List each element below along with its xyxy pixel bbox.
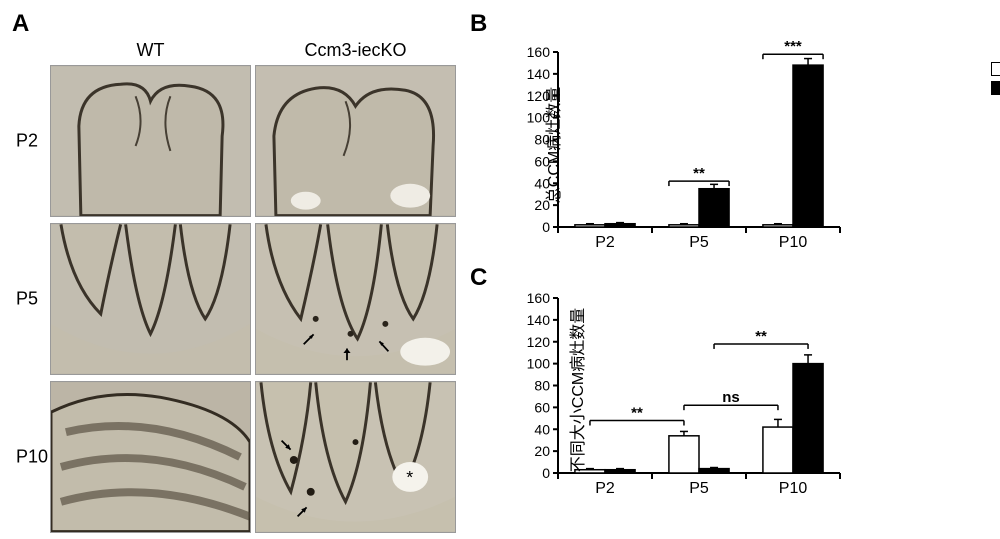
asterisk-marker: *	[406, 467, 413, 487]
panel-b: B 总CCM病灶数量 020406080100120140160P2P5P10*…	[470, 10, 990, 264]
svg-text:P2: P2	[595, 234, 615, 251]
micrograph-grid: WT Ccm3-iecKO P2	[48, 40, 458, 539]
legend-item: Ccm3-iecKO	[991, 79, 1000, 96]
svg-text:P5: P5	[689, 480, 709, 497]
svg-text:**: **	[631, 404, 643, 421]
micrograph-row-p10: P10 *	[48, 381, 458, 533]
micrograph-p2-ko	[255, 65, 456, 217]
legend-item: WT	[991, 60, 1000, 77]
micrograph-p10-ko: *	[255, 381, 456, 533]
row-label-p10: P10	[16, 447, 48, 468]
arrow-icon	[338, 344, 356, 362]
svg-text:20: 20	[534, 443, 550, 459]
arrow-icon	[294, 502, 312, 520]
svg-text:120: 120	[527, 333, 551, 349]
svg-text:140: 140	[527, 311, 551, 327]
svg-text:140: 140	[527, 66, 551, 82]
arrow-icon	[278, 437, 296, 455]
row-label-p2: P2	[16, 131, 38, 152]
svg-text:160: 160	[527, 290, 551, 306]
micrograph-row-p5: P5	[48, 223, 458, 375]
panel-c-label: C	[470, 264, 487, 292]
col-header-ko: Ccm3-iecKO	[256, 40, 456, 61]
micrograph-p2-wt	[50, 65, 251, 217]
col-header-wt: WT	[51, 40, 251, 61]
legend-swatch	[991, 62, 1000, 76]
svg-text:***: ***	[784, 38, 802, 55]
svg-text:ns: ns	[722, 389, 740, 406]
chart-b-ylabel: 总CCM病灶数量	[540, 86, 564, 202]
svg-text:40: 40	[534, 421, 550, 437]
svg-text:**: **	[755, 327, 767, 344]
svg-text:P5: P5	[689, 234, 709, 251]
arrow-icon	[301, 329, 319, 347]
micrograph-row-p2: P2	[48, 65, 458, 217]
micrograph-col-headers: WT Ccm3-iecKO	[48, 40, 458, 61]
svg-text:P2: P2	[595, 480, 615, 497]
chart-c-svg: 0 20 40 60 80 100 120 140 160 P2 P5 P10 ** ns **	[510, 278, 850, 503]
panel-c: C 不同大小CCM病灶数量 0 20 40 60 80 100 120 140 160 P2 P5 P…	[470, 264, 990, 518]
svg-text:0: 0	[542, 219, 550, 235]
panel-a-label: A	[12, 10, 29, 38]
panel-a: A WT Ccm3-iecKO P2	[10, 10, 470, 517]
svg-text:160: 160	[527, 44, 551, 60]
svg-text:0: 0	[542, 465, 550, 481]
svg-text:80: 80	[534, 377, 550, 393]
svg-text:60: 60	[534, 399, 550, 415]
arrow-icon	[374, 336, 392, 354]
panel-b-label: B	[470, 10, 487, 38]
micrograph-p5-ko	[255, 223, 456, 375]
micrograph-p10-wt	[50, 381, 251, 533]
row-label-p5: P5	[16, 289, 38, 310]
chart-b-legend: WT Ccm3-iecKO	[991, 60, 1000, 98]
legend-swatch	[991, 81, 1000, 95]
micrograph-p5-wt	[50, 223, 251, 375]
svg-text:P10: P10	[779, 480, 808, 497]
svg-text:P10: P10	[779, 234, 808, 251]
svg-text:**: **	[693, 165, 705, 182]
charts-column: B 总CCM病灶数量 0 20 40 60 80 100 120 140 160 P2 P5 P10 *…	[470, 10, 990, 517]
svg-text:100: 100	[527, 355, 551, 371]
chart-c-ylabel: 不同大小CCM病灶数量	[564, 308, 588, 472]
